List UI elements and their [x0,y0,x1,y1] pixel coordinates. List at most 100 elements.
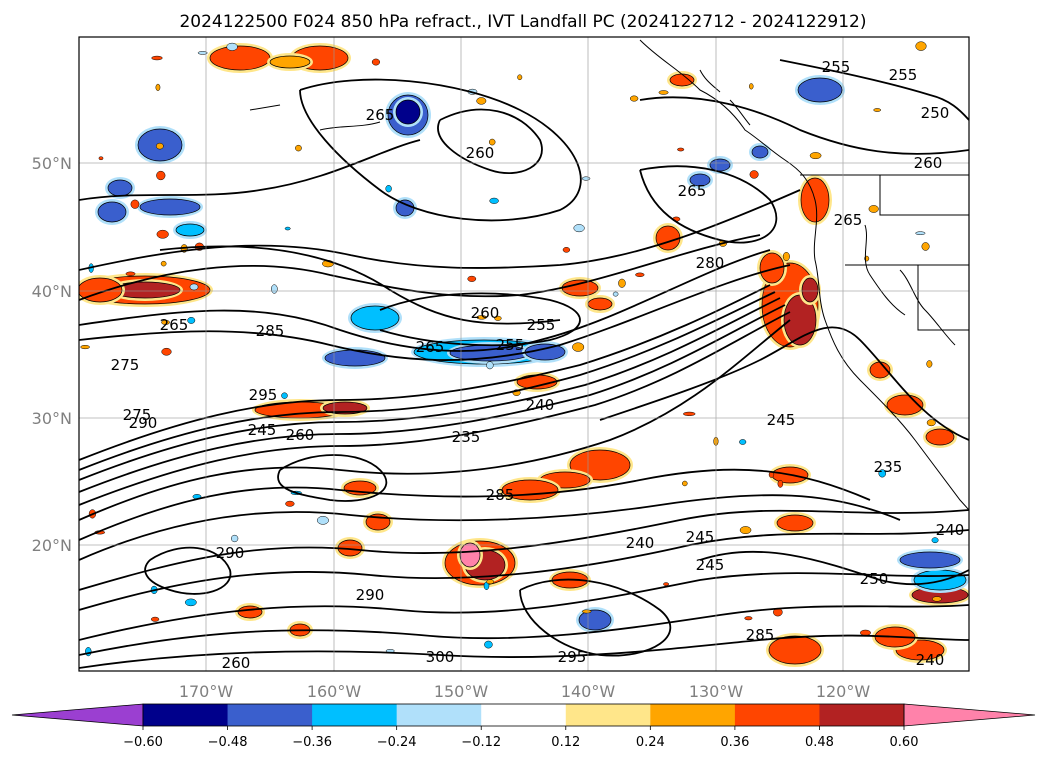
contour-label: 255 [527,316,556,334]
refract-speck [749,170,759,179]
contour-label: 290 [356,586,385,604]
contour-label: 265 [834,211,863,229]
contour-label: 255 [889,66,918,84]
refract-speck [189,283,199,291]
ivt-contour-line [79,291,776,471]
colorbar-ticks: −0.60 −0.48 −0.36 −0.24 −0.12 0.12 0.24 0.36 0.4… [123,726,918,750]
contour-label: 255 [496,336,525,354]
refract-speck [80,345,90,350]
contour-label: 240 [526,396,555,414]
refract-speck [809,152,822,160]
colorbar-tick-label: 0.36 [720,735,749,750]
refract-speck [677,147,685,152]
refract-speck [562,247,571,253]
contour-label: 285 [746,626,775,644]
refract-cell [655,225,681,251]
colorbar-tick-label: 0.60 [890,735,919,750]
refract-cell [669,73,695,87]
refract-speck [226,42,238,51]
longitude-labels: 170°W 160°W 150°W 140°W 130°W 120°W [179,682,871,701]
refract-speck [316,515,329,525]
refract-speck [156,229,169,239]
refract-speck [739,439,747,445]
contour-label: 245 [696,556,725,574]
refract-speck [682,480,688,487]
refract-speck [581,176,591,181]
refract-cell [269,55,311,69]
ivt-contours [79,59,969,669]
refract-speck [98,156,104,161]
refract-cell [107,179,133,197]
refract-speck [658,90,669,95]
map-title: 2024122500 F024 850 hPa refract., IVT La… [179,12,866,32]
refract-speck [467,275,477,282]
longitude-label: 150°W [434,682,489,701]
refract-speck [921,242,930,251]
ivt-contour-line [79,509,969,591]
refract-speck [197,51,208,55]
refract-speck [150,616,160,622]
refract-cell [139,198,201,216]
refract-cell [776,514,814,532]
refract-speck [572,342,585,352]
contour-label: 260 [466,144,495,162]
refract-speck [160,260,167,267]
colorbar-segment [565,704,651,726]
contour-label: 250 [921,104,950,122]
refract-speck [161,319,170,325]
contour-label: 285 [486,486,515,504]
refract-speck [85,647,92,657]
refract-cell [578,609,612,631]
latitude-label: 30°N [32,409,72,428]
ivt-contour-line [79,529,969,611]
colorbar-tick-label: −0.36 [292,735,332,750]
contour-label: 280 [696,254,725,272]
coastline-segment [864,224,906,316]
contour-label: 290 [129,414,158,432]
contour-label: 300 [426,648,455,666]
coastline-segment [639,39,969,511]
refract-speck [125,271,136,277]
refract-speck [484,640,493,649]
refract-cell [801,277,819,303]
ivt-contour-line [79,189,801,271]
refract-cell [459,542,481,568]
refract-cell [97,201,127,223]
refract-speck [486,361,494,370]
refract-speck [151,55,163,61]
refract-speck [494,315,502,321]
contour-label: 285 [256,322,285,340]
colorbar-segment [312,704,398,726]
refract-speck [161,347,172,356]
refract-speck [635,272,645,277]
refract-speck [155,142,164,150]
refract-cell [768,635,822,665]
contour-label: 260 [471,304,500,322]
ivt-contour-line [144,546,232,595]
refract-cell [209,45,271,71]
ivt-contour-line [79,319,791,521]
contour-label: 275 [123,406,152,424]
ivt-contour-line [79,304,786,493]
refract-cell [925,428,955,446]
refract-speck [749,83,754,90]
refract-speck [612,291,619,297]
refract-speck [782,252,790,262]
refract-speck [926,419,936,427]
contour-label: 265 [416,338,445,356]
contour-label: 295 [558,648,587,666]
colorbar-segment [481,704,567,726]
contour-label: 255 [822,58,851,76]
ivt-contour-line [639,165,778,244]
refract-speck [281,392,288,399]
refract-cell [561,279,599,297]
colorbar-segment [227,704,313,726]
latitude-label: 40°N [32,282,72,301]
latitude-labels: 50°N 40°N 30°N 20°N [32,154,72,555]
refract-speck [629,95,639,102]
contour-label: 260 [222,654,251,672]
refract-speck [295,144,302,152]
refract-speck [371,58,380,66]
